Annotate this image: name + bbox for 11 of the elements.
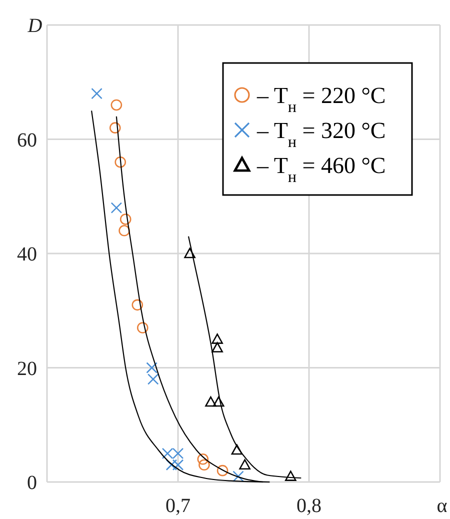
- y-tick-label: 60: [17, 129, 37, 152]
- x-axis-title: α: [436, 495, 448, 517]
- legend-label: – T$_{н}$ = 460 °C: [256, 153, 386, 186]
- y-tick-label: 0: [27, 472, 37, 494]
- x-tick-label: 0,7: [166, 495, 190, 517]
- legend-label: – T$_{н}$ = 320 °C: [256, 118, 386, 150]
- y-tick-label: 40: [17, 244, 37, 266]
- x-tick-label: 0,8: [296, 495, 322, 517]
- y-axis-title: D: [26, 15, 43, 37]
- y-tick-label: 20: [17, 358, 37, 380]
- legend-label: – T$_{н}$ = 220 °C: [256, 83, 386, 116]
